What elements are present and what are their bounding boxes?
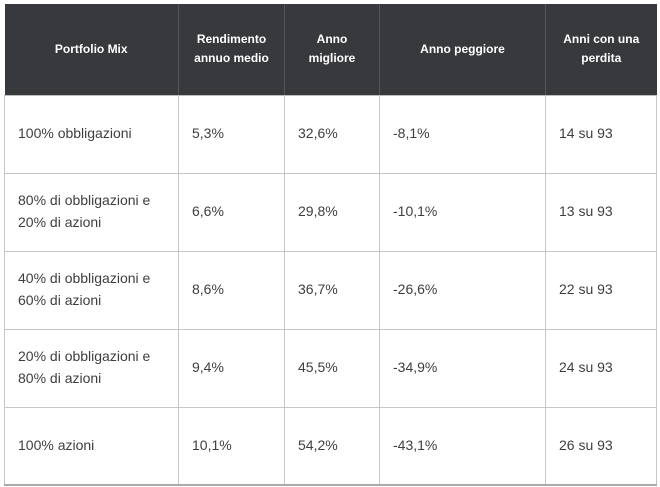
cell-years-with-loss: 24 su 93 <box>545 328 657 408</box>
cell-years-with-loss: 26 su 93 <box>545 406 657 486</box>
cell-worst-year: -8,1% <box>379 94 546 174</box>
header-row: Portfolio Mix Rendimento annuo medio Ann… <box>4 4 657 96</box>
table-row: 100% azioni 10,1% 54,2% -43,1% 26 su 93 <box>4 406 657 486</box>
cell-years-with-loss: 22 su 93 <box>545 250 657 330</box>
cell-portfolio-mix: 100% obbligazioni <box>4 94 179 174</box>
portfolio-mix-table: Portfolio Mix Rendimento annuo medio Ann… <box>4 4 657 486</box>
cell-worst-year: -34,9% <box>379 328 546 408</box>
cell-portfolio-mix: 100% azioni <box>4 406 179 486</box>
cell-worst-year: -26,6% <box>379 250 546 330</box>
cell-average-annual-return: 5,3% <box>178 94 285 174</box>
cell-years-with-loss: 14 su 93 <box>545 94 657 174</box>
column-header-average-annual-return: Rendimento annuo medio <box>178 4 285 96</box>
cell-average-annual-return: 9,4% <box>178 328 285 408</box>
cell-average-annual-return: 6,6% <box>178 172 285 252</box>
cell-best-year: 29,8% <box>284 172 380 252</box>
cell-best-year: 36,7% <box>284 250 380 330</box>
cell-portfolio-mix: 40% di obbligazioni e 60% di azioni <box>4 250 179 330</box>
table-row: 80% di obbligazioni e 20% di azioni 6,6%… <box>4 172 657 252</box>
cell-average-annual-return: 10,1% <box>178 406 285 486</box>
table-row: 40% di obbligazioni e 60% di azioni 8,6%… <box>4 250 657 330</box>
cell-best-year: 32,6% <box>284 94 380 174</box>
cell-best-year: 54,2% <box>284 406 380 486</box>
column-header-portfolio-mix: Portfolio Mix <box>4 4 179 96</box>
column-header-best-year: Anno migliore <box>284 4 380 96</box>
cell-worst-year: -10,1% <box>379 172 546 252</box>
column-header-years-with-loss: Anni con una perdita <box>545 4 657 96</box>
table-row: 100% obbligazioni 5,3% 32,6% -8,1% 14 su… <box>4 94 657 174</box>
cell-best-year: 45,5% <box>284 328 380 408</box>
cell-portfolio-mix: 80% di obbligazioni e 20% di azioni <box>4 172 179 252</box>
cell-years-with-loss: 13 su 93 <box>545 172 657 252</box>
cell-average-annual-return: 8,6% <box>178 250 285 330</box>
cell-portfolio-mix: 20% di obbligazioni e 80% di azioni <box>4 328 179 408</box>
cell-worst-year: -43,1% <box>379 406 546 486</box>
table-row: 20% di obbligazioni e 80% di azioni 9,4%… <box>4 328 657 408</box>
column-header-worst-year: Anno peggiore <box>379 4 546 96</box>
